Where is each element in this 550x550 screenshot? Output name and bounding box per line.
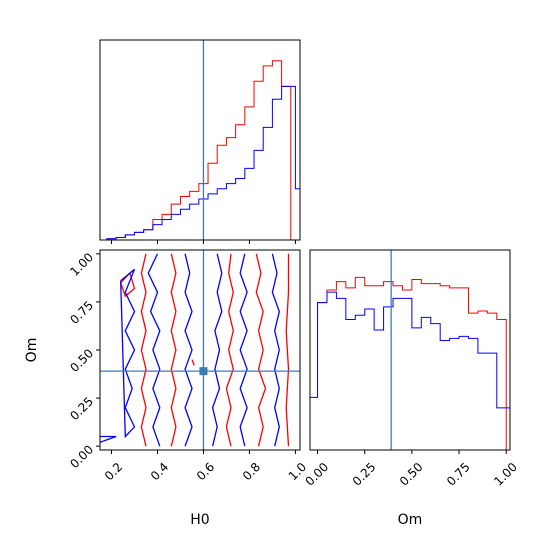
contour-line-0-2 [225, 253, 234, 447]
contour-y-tick-label-4: 1.00 [67, 250, 96, 279]
contour-x-tick-label-2: 0.6 [194, 460, 217, 483]
contour-x-tick-label-0: 0.2 [102, 460, 125, 483]
contour-x-ticks: 0.2 0.4 0.6 0.8 1.0 [102, 450, 309, 483]
h0-histogram-panel [99, 39, 301, 244]
om-hist-series-1 [309, 291, 511, 450]
om-histogram-frame [309, 249, 511, 451]
contour-line-0-5 [120, 271, 136, 298]
h0-axis-label: H0 [190, 512, 209, 528]
contour-y-tick-label-3: 0.75 [67, 298, 96, 327]
contour-panel: 0.2 0.4 0.6 0.8 1.0 0.000.250.500.751.00 H0 … [24, 249, 309, 528]
om-hist-series-0 [317, 276, 507, 450]
h0-histogram-series [106, 60, 301, 241]
om-x-tick-label-3: 0.75 [444, 460, 473, 489]
om-axis-label-x: Om [398, 512, 423, 528]
contour-line-1-5 [271, 253, 280, 447]
contour-y-ticks: 0.00 0.25 0.50 0.75 1.00 [67, 250, 100, 471]
contour-line-0-4 [285, 253, 290, 447]
h0-hist-series-0 [106, 60, 296, 241]
contour-line-1-2 [184, 253, 193, 447]
contour-line-1-4 [239, 253, 248, 447]
contour-y-tick-label-1: 0.25 [67, 394, 96, 423]
h0-histogram-frame [99, 39, 301, 241]
contour-line-0-3 [255, 253, 267, 447]
contour-line-1-6 [100, 435, 117, 443]
contour-y-tick-label-2: 0.50 [67, 346, 96, 375]
om-x-ticks: 0.00 0.25 0.50 0.75 1.00 [303, 450, 520, 489]
h0-histogram-ticks [110, 240, 296, 244]
contour-y-tick-label-0: 0.00 [67, 442, 96, 471]
om-x-tick-label-0: 0.00 [303, 460, 332, 489]
h0-hist-series-1 [106, 85, 301, 240]
om-x-tick-label-2: 0.50 [397, 460, 426, 489]
contour-line-1-1 [147, 253, 161, 447]
contour-line-1-3 [211, 253, 223, 447]
om-x-tick-label-4: 1.00 [491, 460, 520, 489]
om-histogram-panel: 0.00 0.25 0.50 0.75 1.00 Om [303, 249, 520, 528]
contour-line-0-6 [191, 359, 195, 366]
contour-line-0-0 [140, 253, 147, 447]
contour-series [100, 253, 290, 447]
contour-x-tick-label-1: 0.4 [148, 460, 171, 483]
om-x-tick-label-1: 0.25 [350, 460, 379, 489]
contour-x-tick-label-3: 0.8 [240, 460, 263, 483]
contour-line-0-1 [170, 253, 177, 447]
contour-truth-marker [199, 367, 208, 376]
om-axis-label: Om [24, 338, 40, 363]
contour-line-1-0 [120, 268, 136, 439]
om-histogram-series [309, 276, 511, 450]
